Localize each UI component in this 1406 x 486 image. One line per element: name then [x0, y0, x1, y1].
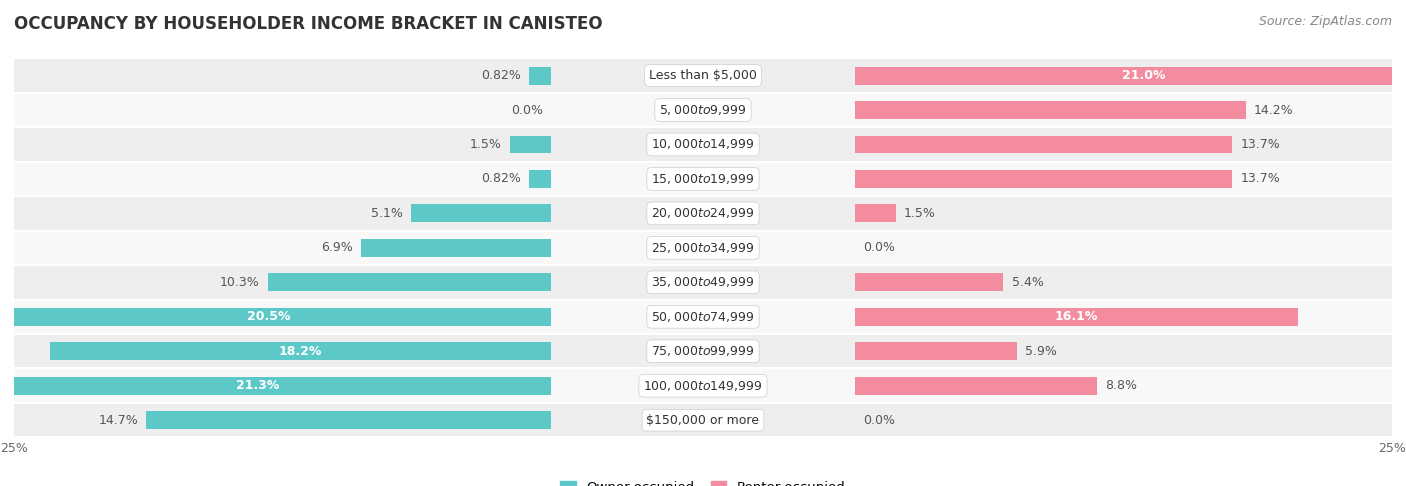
Text: $35,000 to $49,999: $35,000 to $49,999: [651, 276, 755, 289]
Bar: [146, 411, 551, 429]
Text: 5.1%: 5.1%: [371, 207, 402, 220]
Text: 5.4%: 5.4%: [1012, 276, 1043, 289]
Text: 14.7%: 14.7%: [98, 414, 138, 427]
Text: 6.9%: 6.9%: [321, 242, 353, 254]
Text: 5.9%: 5.9%: [1025, 345, 1057, 358]
Text: $5,000 to $9,999: $5,000 to $9,999: [659, 103, 747, 117]
Text: $10,000 to $14,999: $10,000 to $14,999: [651, 138, 755, 152]
Bar: [510, 136, 551, 154]
Text: $15,000 to $19,999: $15,000 to $19,999: [651, 172, 755, 186]
Bar: [855, 377, 1097, 395]
Bar: [14, 93, 1392, 127]
Text: $20,000 to $24,999: $20,000 to $24,999: [651, 207, 755, 220]
Bar: [14, 127, 1392, 162]
Text: $50,000 to $74,999: $50,000 to $74,999: [651, 310, 755, 324]
Bar: [14, 299, 1392, 334]
Text: 8.8%: 8.8%: [1105, 379, 1137, 392]
Bar: [529, 67, 551, 85]
Text: 1.5%: 1.5%: [470, 138, 502, 151]
Text: Less than $5,000: Less than $5,000: [650, 69, 756, 82]
Bar: [855, 205, 896, 223]
Bar: [14, 58, 1392, 93]
Text: $100,000 to $149,999: $100,000 to $149,999: [644, 379, 762, 393]
Text: 21.0%: 21.0%: [1122, 69, 1166, 82]
Bar: [14, 334, 1392, 368]
Text: 13.7%: 13.7%: [1240, 173, 1279, 186]
Text: 0.0%: 0.0%: [863, 414, 894, 427]
Text: 0.82%: 0.82%: [481, 173, 520, 186]
Text: Source: ZipAtlas.com: Source: ZipAtlas.com: [1258, 15, 1392, 28]
Text: 10.3%: 10.3%: [219, 276, 259, 289]
Text: OCCUPANCY BY HOUSEHOLDER INCOME BRACKET IN CANISTEO: OCCUPANCY BY HOUSEHOLDER INCOME BRACKET …: [14, 15, 603, 33]
Bar: [855, 67, 1406, 85]
Bar: [14, 162, 1392, 196]
Text: 0.0%: 0.0%: [863, 242, 894, 254]
Bar: [267, 273, 551, 291]
Bar: [14, 265, 1392, 299]
Bar: [49, 342, 551, 360]
Bar: [14, 403, 1392, 437]
Bar: [855, 308, 1298, 326]
Bar: [14, 196, 1392, 231]
Bar: [529, 170, 551, 188]
Text: 0.82%: 0.82%: [481, 69, 520, 82]
Bar: [855, 342, 1017, 360]
Text: 20.5%: 20.5%: [247, 310, 291, 323]
Text: 21.3%: 21.3%: [236, 379, 280, 392]
Bar: [855, 136, 1232, 154]
Text: 18.2%: 18.2%: [278, 345, 322, 358]
Text: 14.2%: 14.2%: [1254, 104, 1294, 117]
Legend: Owner-occupied, Renter-occupied: Owner-occupied, Renter-occupied: [555, 475, 851, 486]
Bar: [0, 308, 551, 326]
Text: 0.0%: 0.0%: [512, 104, 543, 117]
Bar: [14, 231, 1392, 265]
Text: $150,000 or more: $150,000 or more: [647, 414, 759, 427]
Text: 13.7%: 13.7%: [1240, 138, 1279, 151]
Bar: [14, 368, 1392, 403]
Text: $75,000 to $99,999: $75,000 to $99,999: [651, 344, 755, 358]
Bar: [855, 101, 1246, 119]
Bar: [0, 377, 551, 395]
Text: 1.5%: 1.5%: [904, 207, 936, 220]
Bar: [855, 273, 1004, 291]
Text: 16.1%: 16.1%: [1054, 310, 1098, 323]
Bar: [855, 170, 1232, 188]
Text: $25,000 to $34,999: $25,000 to $34,999: [651, 241, 755, 255]
Bar: [361, 239, 551, 257]
Bar: [411, 205, 551, 223]
